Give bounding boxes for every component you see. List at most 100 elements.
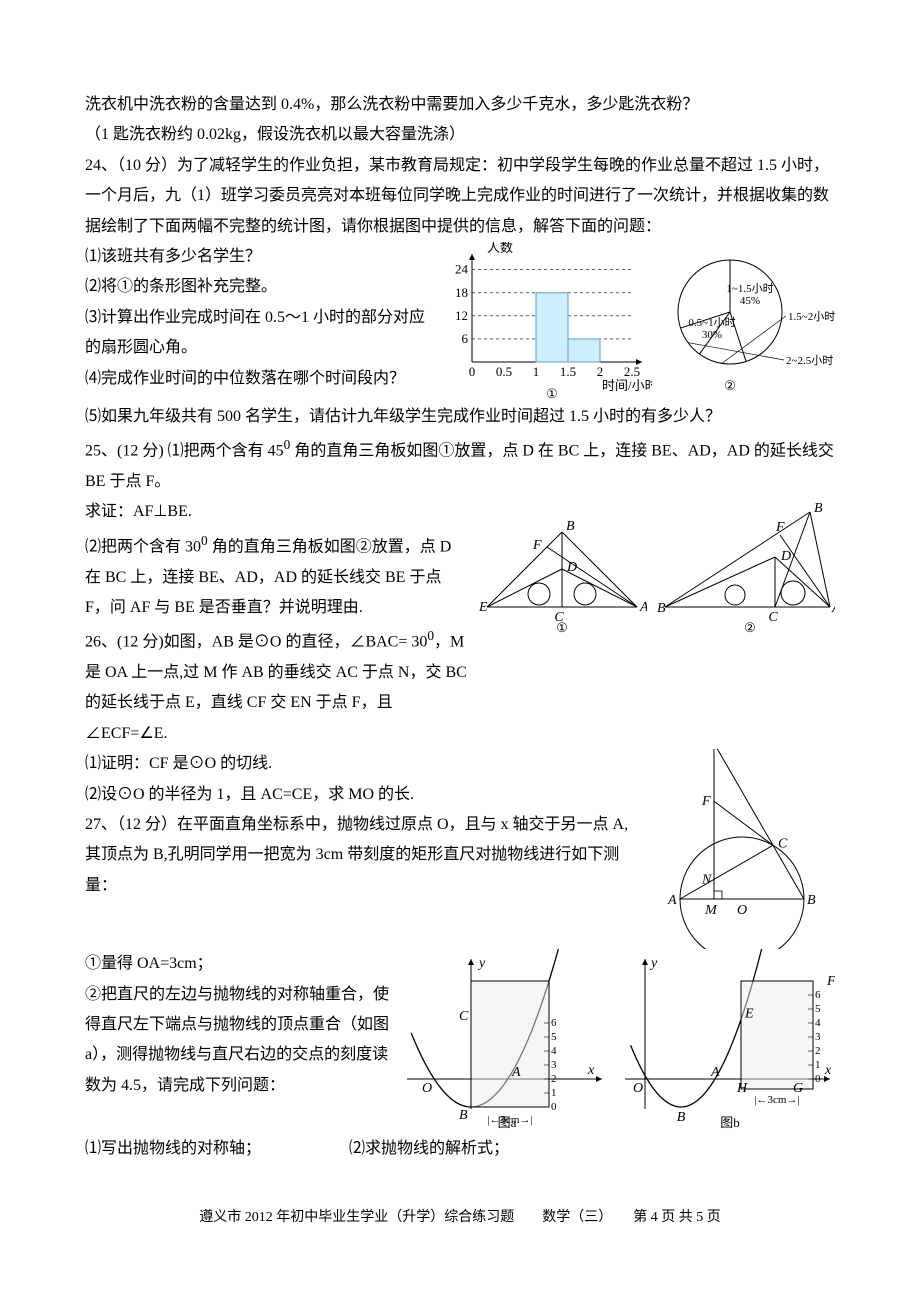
svg-text:12: 12	[455, 308, 468, 323]
q24-pie-chart: 1~1.5小时45% 1.5~2小时 2~2.5小时 0.5~1小时30% ②	[660, 242, 835, 402]
q27-fig-a: 0123456OABCxy|←3cm→|图a	[402, 949, 612, 1134]
svg-text:A: A	[511, 1065, 521, 1080]
svg-text:M: M	[704, 903, 718, 918]
svg-text:①: ①	[546, 386, 558, 401]
q24-bar-chart: 6 12 18 24 0 0.5 1 1.5 2 2.5 人数时间/小时 ①	[437, 242, 652, 402]
svg-text:4: 4	[815, 1017, 821, 1029]
q25-fig1: ABCDEF①	[477, 497, 647, 637]
svg-text:0.5: 0.5	[496, 364, 512, 379]
svg-text:2.5: 2.5	[624, 364, 640, 379]
q27-figures: 0123456OABCxy|←3cm→|图a 0123456OABEFGHxy|…	[402, 949, 835, 1134]
svg-text:C: C	[778, 837, 788, 852]
q25-p1: 求证：AF⊥BE.	[85, 497, 469, 527]
svg-text:C: C	[459, 1009, 469, 1024]
svg-text:F: F	[532, 538, 542, 553]
svg-text:B: B	[566, 519, 575, 534]
svg-text:E: E	[744, 1007, 754, 1022]
svg-text:A: A	[639, 600, 647, 615]
q24-p3: ⑶计算出作业完成时间在 0.5～1 小时的部分对应的扇形圆心角。	[85, 303, 429, 364]
svg-text:②: ②	[724, 378, 736, 393]
svg-text:O: O	[633, 1081, 643, 1096]
svg-text:6: 6	[551, 1017, 557, 1029]
q27-head: 27、（12 分）在平面直角坐标系中，抛物线过原点 O，且与 x 轴交于另一点 …	[85, 816, 628, 894]
svg-text:45%: 45%	[740, 295, 760, 307]
svg-text:y: y	[649, 956, 658, 971]
svg-text:18: 18	[455, 285, 468, 300]
svg-text:时间/小时: 时间/小时	[602, 378, 652, 393]
svg-text:A: A	[710, 1065, 720, 1080]
svg-text:0: 0	[815, 1073, 821, 1085]
svg-text:F: F	[775, 520, 785, 535]
svg-text:2: 2	[815, 1045, 821, 1057]
q24-p5: ⑸如果九年级共有 500 名学生，请估计九年级学生完成作业时间超过 1.5 小时…	[85, 402, 835, 432]
svg-text:D: D	[780, 549, 791, 564]
svg-text:2~2.5小时: 2~2.5小时	[786, 354, 833, 367]
svg-text:B: B	[657, 601, 666, 616]
q24-p2: ⑵将①的条形图补充完整。	[85, 272, 429, 302]
svg-text:②: ②	[744, 620, 756, 635]
svg-text:2: 2	[597, 364, 604, 379]
svg-text:1: 1	[533, 364, 540, 379]
svg-text:A: A	[667, 893, 677, 908]
svg-text:E: E	[478, 600, 488, 615]
q25-p2: ⑵把两个含有 300 角的直角三角板如图②放置，点 D 在 BC 上，连接 BE…	[85, 528, 469, 624]
q27-fig-b: 0123456OABEFGHxy|←3cm→|图b	[620, 949, 835, 1134]
q26-figure: ABCEFMNO	[650, 749, 835, 949]
svg-text:1~1.5小时: 1~1.5小时	[726, 282, 773, 295]
q27-p1: ①量得 OA=3cm；	[85, 949, 394, 979]
svg-text:图b: 图b	[720, 1115, 740, 1130]
intro-line-1: 洗衣机中洗衣粉的含量达到 0.4%，那么洗衣粉中需要加入多少千克水，多少匙洗衣粉…	[85, 90, 835, 120]
svg-text:0: 0	[551, 1101, 557, 1113]
q27-p2: ②把直尺的左边与抛物线的对称轴重合，使得直尺左下端点与抛物线的顶点重合（如图 a…	[85, 980, 394, 1102]
svg-text:2: 2	[551, 1073, 557, 1085]
q25-head: 25、(12 分) ⑴把两个含有 450 角的直角三角板如图①放置，点 D 在 …	[85, 432, 835, 497]
svg-text:0.5~1小时: 0.5~1小时	[688, 316, 735, 329]
svg-text:F: F	[826, 974, 835, 989]
q24-p1: ⑴该班共有多少名学生？	[85, 242, 429, 272]
q27-p34: ⑴写出抛物线的对称轴； ⑵求抛物线的解析式；	[85, 1134, 835, 1164]
svg-text:O: O	[422, 1081, 432, 1096]
svg-text:24: 24	[455, 262, 469, 277]
svg-text:人数: 人数	[487, 242, 513, 255]
q24-p4: ⑷完成作业时间的中位数落在哪个时间段内？	[85, 364, 429, 394]
q24-figures: 6 12 18 24 0 0.5 1 1.5 2 2.5 人数时间/小时 ① 1~1.5小时45% 1.…	[437, 242, 835, 402]
svg-text:x: x	[587, 1063, 595, 1078]
svg-text:1: 1	[551, 1087, 557, 1099]
svg-text:y: y	[477, 956, 486, 971]
page-footer: 遵义市 2012 年初中毕业生学业（升学）综合练习题 数学（三） 第 4 页 共…	[85, 1205, 835, 1232]
svg-text:6: 6	[462, 331, 469, 346]
svg-text:N: N	[701, 873, 712, 888]
svg-text:①: ①	[556, 620, 568, 635]
svg-text:C: C	[768, 610, 778, 625]
q26-p1: ⑴证明：CF 是⊙O 的切线.	[85, 749, 642, 779]
svg-text:|←3cm→|: |←3cm→|	[754, 1094, 799, 1106]
q26-p2: ⑵设⊙O 的半径为 1，且 AC=CE，求 MO 的长.	[85, 780, 642, 810]
svg-text:0: 0	[469, 364, 476, 379]
svg-text:1.5: 1.5	[560, 364, 576, 379]
svg-text:H: H	[736, 1081, 748, 1096]
svg-text:6: 6	[815, 989, 821, 1001]
svg-text:B: B	[677, 1110, 686, 1125]
q25-figures: ABCDEF① ABBCDF②	[477, 497, 835, 637]
svg-text:A: A	[831, 601, 835, 616]
intro-line-2: （1 匙洗衣粉约 0.02kg，假设洗衣机以最大容量洗涤）	[85, 120, 835, 150]
svg-text:4: 4	[551, 1045, 557, 1057]
svg-text:5: 5	[815, 1003, 821, 1015]
page-content: 洗衣机中洗衣粉的含量达到 0.4%，那么洗衣粉中需要加入多少千克水，多少匙洗衣粉…	[85, 90, 835, 1165]
svg-text:B: B	[807, 893, 816, 908]
svg-text:B: B	[814, 501, 823, 516]
q25-fig2: A B B C DF ②	[655, 497, 835, 637]
svg-text:5: 5	[551, 1031, 557, 1043]
svg-text:1.5~2小时: 1.5~2小时	[788, 310, 835, 323]
q26-fig: ABCEFMNO	[650, 749, 835, 949]
svg-text:图a: 图a	[498, 1115, 517, 1130]
svg-text:1: 1	[815, 1059, 821, 1071]
svg-text:3: 3	[551, 1059, 557, 1071]
svg-text:O: O	[737, 903, 747, 918]
svg-text:B: B	[459, 1108, 468, 1123]
svg-text:x: x	[824, 1063, 832, 1078]
svg-text:D: D	[566, 560, 577, 575]
svg-text:3: 3	[815, 1031, 821, 1043]
svg-text:30%: 30%	[702, 329, 722, 341]
svg-text:F: F	[701, 794, 711, 809]
